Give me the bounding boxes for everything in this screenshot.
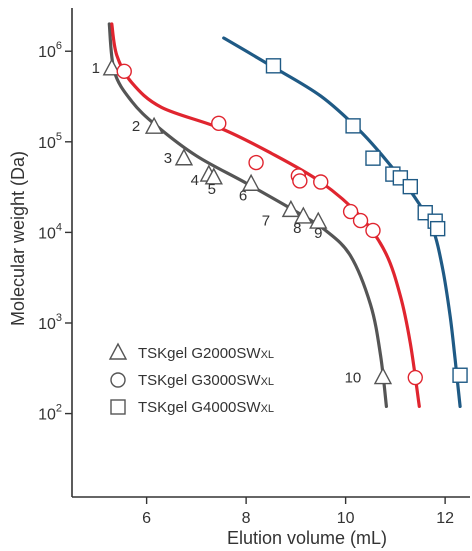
legend-label: TSKgel G2000SWXL [138, 345, 274, 362]
triangle-point [204, 167, 223, 185]
circle-point [211, 115, 227, 132]
x-tick-label: 10 [337, 510, 355, 527]
y-axis-title: Molecular weight (Da) [8, 151, 28, 326]
triangle-point [102, 58, 121, 76]
circle-point [292, 173, 308, 189]
curve-square [222, 36, 462, 408]
point-number-label: 8 [293, 220, 301, 237]
point-number-label: 10 [345, 370, 362, 387]
triangle-point [294, 206, 313, 224]
legend-triangle-icon [108, 342, 128, 360]
legend-square-icon [110, 399, 126, 415]
circle-point [248, 154, 264, 171]
triangle-point [174, 148, 194, 166]
curve-triangle [107, 22, 388, 408]
legend-label: TSKgel G4000SWXL [138, 399, 274, 416]
y-tick-label: 105 [38, 131, 62, 152]
square-point [402, 178, 418, 195]
circle-point [365, 222, 381, 239]
point-number-label: 7 [262, 212, 270, 229]
y-tick-label: 106 [38, 40, 62, 61]
y-tick-label: 102 [38, 403, 62, 424]
circle-point [407, 369, 423, 386]
y-tick-label: 104 [38, 221, 62, 242]
triangle-point [241, 173, 261, 191]
circle-point [313, 174, 329, 190]
point-number-label: 9 [314, 225, 322, 242]
circle-point [342, 203, 359, 220]
y-tick-label: 103 [38, 312, 62, 333]
legend-item-triangle: TSKgel G2000SWXL [108, 342, 274, 362]
legend-label: TSKgel G3000SWXL [138, 372, 274, 389]
legend-item-square: TSKgel G4000SWXL [110, 399, 274, 416]
point-number-label: 1 [92, 60, 100, 77]
curve-circle [110, 22, 421, 408]
x-tick-label: 8 [242, 510, 251, 527]
square-point [365, 150, 381, 166]
square-point [265, 58, 282, 74]
legend-circle-icon [110, 372, 126, 388]
triangle-point [144, 116, 164, 134]
x-tick-label: 6 [142, 510, 151, 527]
point-number-label: 6 [239, 187, 247, 204]
x-axis-title: Elution volume (mL) [227, 528, 387, 548]
triangle-point [309, 211, 328, 229]
x-tick-label: 12 [436, 510, 454, 527]
legend: TSKgel G2000SWXL TSKgel G3000SWXL TSKgel G… [108, 342, 274, 416]
point-number-label: 5 [208, 181, 216, 198]
circle-point [116, 63, 132, 80]
triangle-point [373, 367, 393, 385]
legend-item-circle: TSKgel G3000SWXL [110, 372, 274, 389]
square-point [345, 118, 361, 134]
point-number-label: 3 [164, 150, 172, 167]
calibration-curves [107, 22, 462, 408]
point-number-label: 2 [132, 118, 140, 135]
circle-point [352, 212, 369, 229]
square-point [452, 367, 468, 383]
triangle-point [281, 199, 301, 218]
point-number-label: 4 [191, 172, 199, 189]
square-point [429, 220, 446, 237]
